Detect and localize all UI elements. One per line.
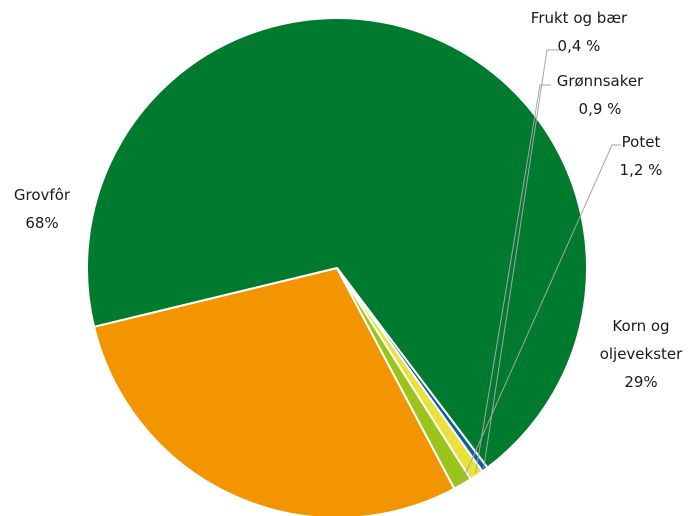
- leader-line-frukt-og-baer: [483, 49, 560, 468]
- slice-label-gronnsaker: Grønnsaker 0,9 %: [557, 72, 644, 118]
- slice-name-text: Korn og: [612, 317, 669, 335]
- slice-label-frukt-og-baer: Frukt og bær 0,4 %: [531, 9, 628, 55]
- leader-lines: [461, 49, 621, 483]
- slice-value-text: 29%: [624, 373, 657, 391]
- slice-name-text: Grovfôr: [14, 186, 71, 204]
- slice-value-text: 1,2 %: [620, 161, 663, 179]
- slice-label-grovfor: Grovfôr 68%: [14, 186, 71, 232]
- leader-line-gronnsaker: [475, 84, 551, 474]
- pie-slices: [86, 17, 588, 516]
- slice-name-text: Grønnsaker: [557, 72, 644, 90]
- slice-value-text: 68%: [25, 214, 58, 232]
- pie-slice-grovfor: [86, 17, 588, 469]
- slice-label-potet: Potet 1,2 %: [620, 133, 663, 179]
- leader-line-potet: [461, 144, 621, 483]
- pie-slice-korn-og-oljevekster: [93, 267, 456, 516]
- slice-value-text: 0,9 %: [579, 100, 622, 118]
- slice-name-text: Frukt og bær: [531, 9, 628, 27]
- slice-value-text: 0,4 %: [558, 37, 601, 55]
- slice-label-korn-og-oljevekster: Korn og oljevekster 29%: [600, 317, 683, 391]
- pie-slice-potet: [336, 267, 472, 490]
- slice-name-text: oljevekster: [600, 345, 683, 363]
- slice-labels: Korn og oljevekster 29% Grovfôr 68% Frukt og …: [14, 9, 683, 391]
- slice-name-text: Potet: [622, 133, 661, 151]
